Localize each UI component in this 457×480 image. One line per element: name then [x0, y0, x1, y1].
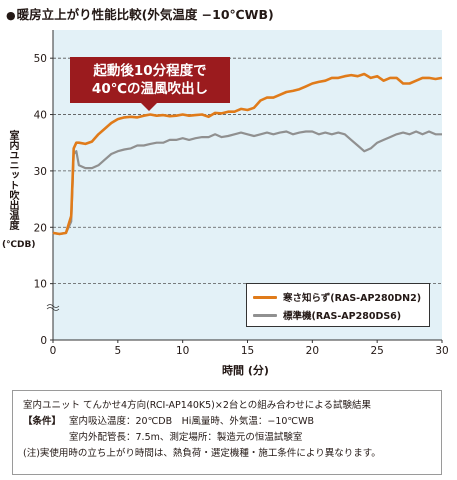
legend-entry-standard: 標準機(RAS-AP280DS6) — [253, 308, 401, 322]
y-tick-label-40: 40 — [34, 110, 47, 122]
x-tick-label-15: 15 — [241, 345, 254, 357]
title-bullet-icon: ● — [6, 9, 16, 22]
tick-labels: 0 5 10 15 20 25 30 0 10 20 30 40 50 — [34, 53, 449, 357]
legend-label-cold-spec: 寒さ知らず(RAS-AP280DN2) — [283, 293, 422, 304]
series-line-standard — [52, 130, 442, 236]
conditions-label: 【条件】 — [23, 416, 62, 427]
x-tick-label-30: 30 — [435, 345, 448, 357]
test-conditions-box: 室内ユニット てんかせ4方向(RCI-AP140K5)×2台との組み合わせによる… — [12, 390, 442, 475]
notes-conditions-1: 【条件】 室内吸込温度：20℃DB Hi風量時、外気温：−10℃WB — [23, 414, 431, 430]
notes-conditions-2: 室内外配管長：7.5m、測定場所：製造元の恒温試験室 — [69, 432, 303, 443]
y-tick-label-10: 10 — [34, 279, 47, 291]
callout-line-2: 40℃の温風吹出し — [91, 81, 209, 97]
legend-swatch-standard — [253, 313, 277, 317]
notes-heading: 室内ユニット てんかせ4方向(RCI-AP140K5)×2台との組み合わせによる… — [23, 400, 372, 411]
chart-title: ●暖房立上がり性能比較(外気温度 −10℃WB) — [6, 4, 274, 23]
callout-pointer — [140, 102, 158, 111]
x-axis-label: 時間 (分) — [222, 364, 269, 377]
x-tick-label-0: 0 — [50, 345, 57, 357]
y-axis-label: 室内ユニット吹出温度 — [7, 130, 18, 230]
axis-break-mark — [46, 304, 60, 311]
series-line-cold-spec — [52, 72, 443, 236]
legend-entry-cold-spec: 寒さ知らず(RAS-AP280DN2) — [253, 290, 421, 304]
y-tick-label-50: 50 — [34, 53, 47, 65]
notes-footnote: (注)実使用時の立ち上がり時間は、熱負荷・選定機種・施工条件により異なります。 — [23, 448, 381, 459]
legend-swatch-cold-spec — [253, 295, 277, 299]
callout-annotation: 起動後10分程度で 40℃の温風吹出し — [70, 57, 230, 103]
series-lines — [52, 72, 443, 236]
x-tick-label-20: 20 — [306, 345, 319, 357]
callout-line-1: 起動後10分程度で — [93, 63, 207, 79]
y-tick-label-0: 0 — [40, 335, 47, 347]
y-tick-label-30: 30 — [34, 166, 47, 178]
y-tick-label-20: 20 — [34, 222, 47, 234]
legend: 寒さ知らず(RAS-AP280DN2) 標準機(RAS-AP280DS6) — [246, 283, 430, 327]
x-tick-label-25: 25 — [370, 345, 383, 357]
x-tick-label-5: 5 — [114, 345, 121, 357]
y-axis-unit: (℃DB) — [2, 240, 36, 250]
legend-label-standard: 標準機(RAS-AP280DS6) — [283, 311, 402, 322]
x-tick-label-10: 10 — [176, 345, 189, 357]
chart-title-text: 暖房立上がり性能比較(外気温度 −10℃WB) — [16, 7, 274, 22]
conditions-text-1: 室内吸込温度：20℃DB Hi風量時、外気温：−10℃WB — [69, 416, 315, 427]
